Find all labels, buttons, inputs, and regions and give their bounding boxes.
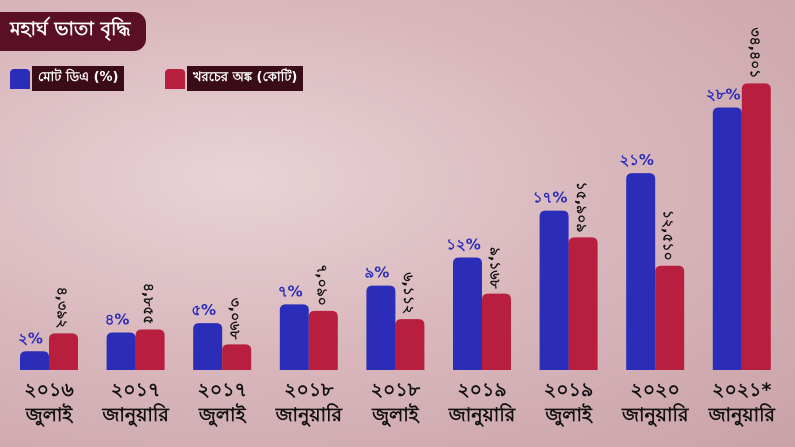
- data-label: ৯%: [365, 264, 390, 282]
- bar: [135, 329, 165, 370]
- data-label: ১৭%: [533, 189, 568, 207]
- bar: [655, 265, 685, 370]
- bar: [308, 310, 338, 370]
- legend-item: মোট ডিএ (%): [10, 66, 125, 91]
- legend-label: খরচের অঙ্ক (কোটি): [187, 66, 304, 91]
- x-tick-label: ২০১৭ জুলাই: [197, 379, 247, 426]
- data-label: ৪,৩৯২: [54, 287, 70, 329]
- data-label: ২৮%: [706, 86, 741, 104]
- bar: [626, 173, 656, 370]
- legend-label: মোট ডিএ (%): [32, 66, 125, 91]
- bar: [279, 304, 309, 370]
- bar: [366, 285, 396, 370]
- data-label: ১২%: [446, 236, 481, 254]
- data-label: ৪,৮৫৫: [140, 283, 156, 325]
- legend-item: খরচের অঙ্ক (কোটি): [165, 66, 304, 91]
- bar: [193, 323, 223, 370]
- x-tick-label: ২০১৮ জানুয়ারি: [275, 379, 343, 426]
- data-label: ৩৪,৪০১: [746, 28, 762, 79]
- bar: [712, 107, 742, 370]
- x-tick-label: ২০২০ জানুয়ারি: [621, 379, 689, 426]
- bar: [395, 319, 425, 370]
- data-label: ৫%: [191, 301, 216, 319]
- bar: [49, 333, 78, 370]
- bar: [539, 210, 569, 370]
- data-label: ৭,০৯০: [313, 264, 329, 306]
- data-label: ৭%: [278, 282, 303, 300]
- chart-title: মহার্ঘ ভাতা বৃদ্ধি: [0, 12, 147, 51]
- bar: [222, 344, 252, 370]
- bar: [741, 83, 771, 370]
- x-tick-label: ২০১৯ জুলাই: [543, 379, 594, 426]
- x-tick-label: ২০১৭ জানুয়ারি: [102, 379, 169, 426]
- data-label: ১২,৫১০: [660, 210, 676, 261]
- data-label: ২%: [18, 329, 43, 347]
- data-label: ২১%: [619, 151, 654, 169]
- bar: [453, 257, 482, 370]
- x-tick-label: ২০২১* জানুয়ারি: [708, 379, 776, 426]
- data-label: ৪%: [105, 311, 130, 329]
- x-tick-label: ২০১৯ জানুয়ারি: [448, 379, 516, 426]
- legend-swatch: [10, 68, 30, 89]
- legend-swatch: [165, 68, 185, 89]
- data-label: ১৫,৯০৯: [573, 182, 589, 233]
- bar: [20, 351, 49, 370]
- bar: [568, 237, 598, 370]
- bar: [106, 332, 136, 370]
- x-tick-label: ২০১৬ জুলাই: [24, 379, 74, 426]
- data-label: ৯,১৬৮: [487, 247, 503, 290]
- data-label: ৬,১১২: [400, 272, 416, 314]
- x-tick-label: ২০১৮ জুলাই: [370, 379, 421, 426]
- bar: [482, 293, 511, 370]
- data-label: ৩,০৬৮: [227, 298, 243, 341]
